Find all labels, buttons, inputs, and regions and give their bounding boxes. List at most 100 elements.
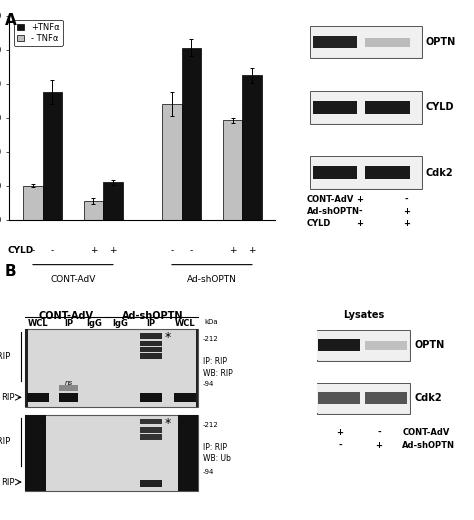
FancyBboxPatch shape	[310, 91, 422, 124]
Text: WCL: WCL	[175, 319, 196, 328]
FancyBboxPatch shape	[311, 27, 421, 57]
FancyBboxPatch shape	[140, 347, 162, 353]
FancyBboxPatch shape	[365, 392, 407, 405]
FancyBboxPatch shape	[140, 419, 162, 424]
FancyBboxPatch shape	[311, 158, 421, 188]
FancyBboxPatch shape	[318, 339, 360, 352]
FancyBboxPatch shape	[311, 92, 421, 123]
Text: -: -	[51, 246, 54, 255]
FancyBboxPatch shape	[310, 26, 422, 58]
Bar	[163, 104, 182, 220]
Text: IgG: IgG	[112, 319, 128, 328]
Text: Ad-shOPTN: Ad-shOPTN	[122, 310, 183, 320]
Text: CYLD: CYLD	[426, 102, 455, 112]
Text: -212: -212	[202, 422, 219, 428]
Text: -94: -94	[202, 469, 214, 475]
Text: A: A	[5, 13, 17, 28]
Text: -: -	[377, 428, 381, 437]
FancyBboxPatch shape	[25, 414, 46, 491]
Bar	[103, 183, 122, 220]
Text: -212: -212	[202, 336, 219, 342]
FancyBboxPatch shape	[313, 166, 357, 179]
Text: RIP: RIP	[1, 393, 14, 402]
Text: Ad-shOPTN: Ad-shOPTN	[402, 441, 455, 450]
Text: Cdk2: Cdk2	[415, 393, 442, 404]
Text: Lysates: Lysates	[343, 309, 384, 320]
Text: CONT-AdV: CONT-AdV	[39, 310, 94, 320]
Text: ns: ns	[64, 380, 73, 386]
FancyBboxPatch shape	[140, 353, 162, 359]
Text: *: *	[165, 331, 171, 344]
Text: -: -	[338, 441, 342, 450]
FancyBboxPatch shape	[140, 479, 162, 487]
FancyBboxPatch shape	[318, 392, 360, 405]
FancyBboxPatch shape	[59, 393, 78, 402]
Text: ub-RIP: ub-RIP	[0, 437, 11, 446]
FancyBboxPatch shape	[27, 393, 49, 402]
Text: IP: IP	[146, 319, 155, 328]
Text: +: +	[90, 246, 97, 255]
Text: OPTN: OPTN	[415, 340, 445, 350]
Text: -: -	[404, 195, 408, 204]
Text: kDa: kDa	[204, 319, 218, 324]
Text: RIP: RIP	[1, 477, 14, 487]
Bar	[23, 186, 43, 220]
Text: IP: RIP
WB: RIP: IP: RIP WB: RIP	[202, 357, 232, 378]
Text: IgG: IgG	[87, 319, 102, 328]
FancyBboxPatch shape	[25, 414, 27, 491]
Bar	[84, 201, 103, 220]
Bar	[223, 121, 242, 220]
FancyBboxPatch shape	[25, 329, 27, 407]
FancyBboxPatch shape	[25, 414, 198, 491]
Text: Ad-shOPTN: Ad-shOPTN	[187, 275, 237, 284]
Bar	[242, 75, 262, 220]
Text: Ad-shOPTN: Ad-shOPTN	[307, 207, 360, 216]
Text: CONT-AdV: CONT-AdV	[50, 275, 96, 284]
FancyBboxPatch shape	[196, 414, 198, 491]
FancyBboxPatch shape	[140, 341, 162, 346]
Text: IP: IP	[64, 319, 73, 328]
Bar	[182, 48, 201, 220]
FancyBboxPatch shape	[310, 157, 422, 189]
FancyBboxPatch shape	[59, 385, 78, 391]
Text: OPTN: OPTN	[426, 37, 456, 47]
Text: CONT-AdV: CONT-AdV	[307, 195, 354, 204]
Text: ub-RIP: ub-RIP	[0, 352, 11, 361]
Text: +: +	[248, 246, 255, 255]
Text: +: +	[356, 219, 364, 228]
Text: +: +	[356, 195, 364, 204]
Text: B: B	[5, 264, 17, 279]
Text: +: +	[403, 219, 410, 228]
Legend: +TNFα, - TNFα: +TNFα, - TNFα	[14, 20, 63, 46]
FancyBboxPatch shape	[313, 36, 357, 48]
Text: IP: RIP
WB: Ub: IP: RIP WB: Ub	[202, 443, 230, 463]
Text: *: *	[165, 418, 171, 431]
FancyBboxPatch shape	[365, 341, 407, 350]
Text: WCL: WCL	[28, 319, 49, 328]
Text: +: +	[109, 246, 117, 255]
Text: -94: -94	[202, 381, 214, 387]
FancyBboxPatch shape	[365, 101, 410, 114]
FancyBboxPatch shape	[365, 37, 410, 47]
FancyBboxPatch shape	[317, 330, 410, 360]
Text: +: +	[403, 207, 410, 216]
Text: -: -	[190, 246, 193, 255]
FancyBboxPatch shape	[140, 393, 162, 402]
Text: CONT-AdV: CONT-AdV	[402, 428, 449, 437]
Text: Cdk2: Cdk2	[426, 168, 454, 178]
Text: +: +	[337, 428, 343, 437]
FancyBboxPatch shape	[317, 384, 409, 413]
Text: -: -	[358, 207, 362, 216]
Text: CYLD: CYLD	[8, 246, 34, 255]
Text: CYLD: CYLD	[307, 219, 331, 228]
FancyBboxPatch shape	[140, 427, 162, 433]
Text: -: -	[31, 246, 35, 255]
FancyBboxPatch shape	[365, 166, 410, 179]
FancyBboxPatch shape	[25, 329, 198, 407]
FancyBboxPatch shape	[317, 331, 409, 359]
FancyBboxPatch shape	[313, 101, 357, 114]
Bar	[43, 92, 62, 220]
Text: +: +	[375, 441, 383, 450]
FancyBboxPatch shape	[196, 329, 198, 407]
FancyBboxPatch shape	[317, 383, 410, 413]
